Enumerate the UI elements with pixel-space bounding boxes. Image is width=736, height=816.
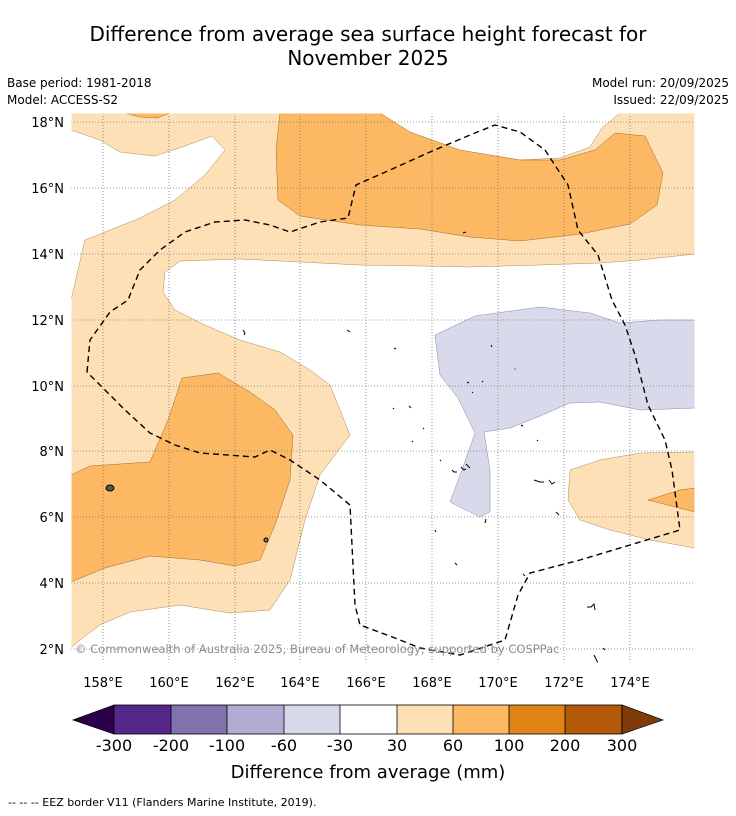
anomaly-60-100-north <box>275 113 664 242</box>
anomaly-60-100-southwest <box>71 372 294 583</box>
lon-label: 168°E <box>412 676 452 691</box>
colorbar-band <box>397 705 453 734</box>
issued-date: Issued: 22/09/2025 <box>613 93 729 107</box>
lon-label: 166°E <box>346 676 386 691</box>
colorbar-dividers <box>170 705 566 734</box>
longitude-labels: 158°E 160°E 162°E 164°E 166°E 168°E 170°… <box>83 676 650 691</box>
colorbar-tick: -200 <box>153 736 189 755</box>
colorbar-label: Difference from average (mm) <box>231 762 506 783</box>
near-average-notch-nw <box>71 129 226 301</box>
lat-label: 18°N <box>31 116 64 131</box>
lon-label: 164°E <box>280 676 320 691</box>
eez-border <box>86 124 681 656</box>
colorbar-tick: 60 <box>443 736 463 755</box>
anomaly-30-60-east <box>567 451 695 549</box>
model-run: Model run: 20/09/2025 <box>591 76 729 90</box>
colorbar-outline <box>113 704 623 735</box>
colorbar-ticks: -300 -200 -100 -60 -30 30 60 100 200 300 <box>96 736 637 755</box>
lat-label: 16°N <box>31 182 64 197</box>
lat-label: 4°N <box>40 577 65 592</box>
colorbar-band <box>565 705 622 734</box>
colorbar-tick: -300 <box>96 736 132 755</box>
lon-label: 160°E <box>149 676 189 691</box>
colorbar-band <box>171 705 227 734</box>
colorbar-tick: 100 <box>494 736 525 755</box>
colorbar-band <box>340 705 397 734</box>
colorbar-tick: 200 <box>550 736 581 755</box>
base-period: Base period: 1981-2018 <box>7 76 152 90</box>
metadata-left: Base period: 1981-2018 Model: ACCESS-S2 <box>7 75 152 109</box>
copyright-credit: © Commonwealth of Australia 2025, Bureau… <box>75 642 559 656</box>
colorbar-band <box>509 705 565 734</box>
colorbar-band <box>284 705 340 734</box>
lat-label: 8°N <box>40 445 65 460</box>
lat-label: 12°N <box>31 314 64 329</box>
colorbar: -300 -200 -100 -60 -30 30 60 100 200 300… <box>71 704 665 783</box>
colorbar-tick: 30 <box>387 736 407 755</box>
graticule <box>71 113 695 663</box>
colorbar-band <box>227 705 284 734</box>
lat-label: 6°N <box>40 511 65 526</box>
lon-label: 158°E <box>83 676 123 691</box>
colorbar-band <box>114 705 171 734</box>
colorbar-band <box>453 705 509 734</box>
anomaly-60-100-east <box>647 487 695 513</box>
lat-label: 14°N <box>31 248 64 263</box>
title-line-1: Difference from average sea surface heig… <box>89 22 647 46</box>
colorbar-tick: -30 <box>327 736 353 755</box>
title-line-2: November 2025 <box>287 46 449 70</box>
lat-label: 2°N <box>40 643 65 658</box>
map-panel: © Commonwealth of Australia 2025, Bureau… <box>71 113 695 663</box>
colorbar-extend-high <box>621 704 665 735</box>
colorbar-tick: -60 <box>271 736 297 755</box>
anomaly-60-100-fleck <box>124 113 171 119</box>
lon-label: 174°E <box>610 676 650 691</box>
model-name: Model: ACCESS-S2 <box>7 93 119 107</box>
map-title: Difference from average sea surface heig… <box>0 22 736 70</box>
colorbar-extend-low <box>71 704 115 735</box>
islands <box>105 231 606 663</box>
eez-footnote: -- -- -- EEZ border V11 (Flanders Marine… <box>8 796 317 809</box>
latitude-labels: 18°N 16°N 14°N 12°N 10°N 8°N 6°N 4°N 2°N <box>31 116 64 658</box>
map-frame <box>70 112 696 664</box>
lon-label: 162°E <box>215 676 255 691</box>
colorbar-tick: 300 <box>607 736 638 755</box>
lon-label: 170°E <box>478 676 518 691</box>
colorbar-tick: -100 <box>209 736 245 755</box>
metadata-right: Model run: 20/09/2025 Issued: 22/09/2025 <box>592 75 729 109</box>
lat-label: 10°N <box>31 380 64 395</box>
lon-label: 172°E <box>544 676 584 691</box>
